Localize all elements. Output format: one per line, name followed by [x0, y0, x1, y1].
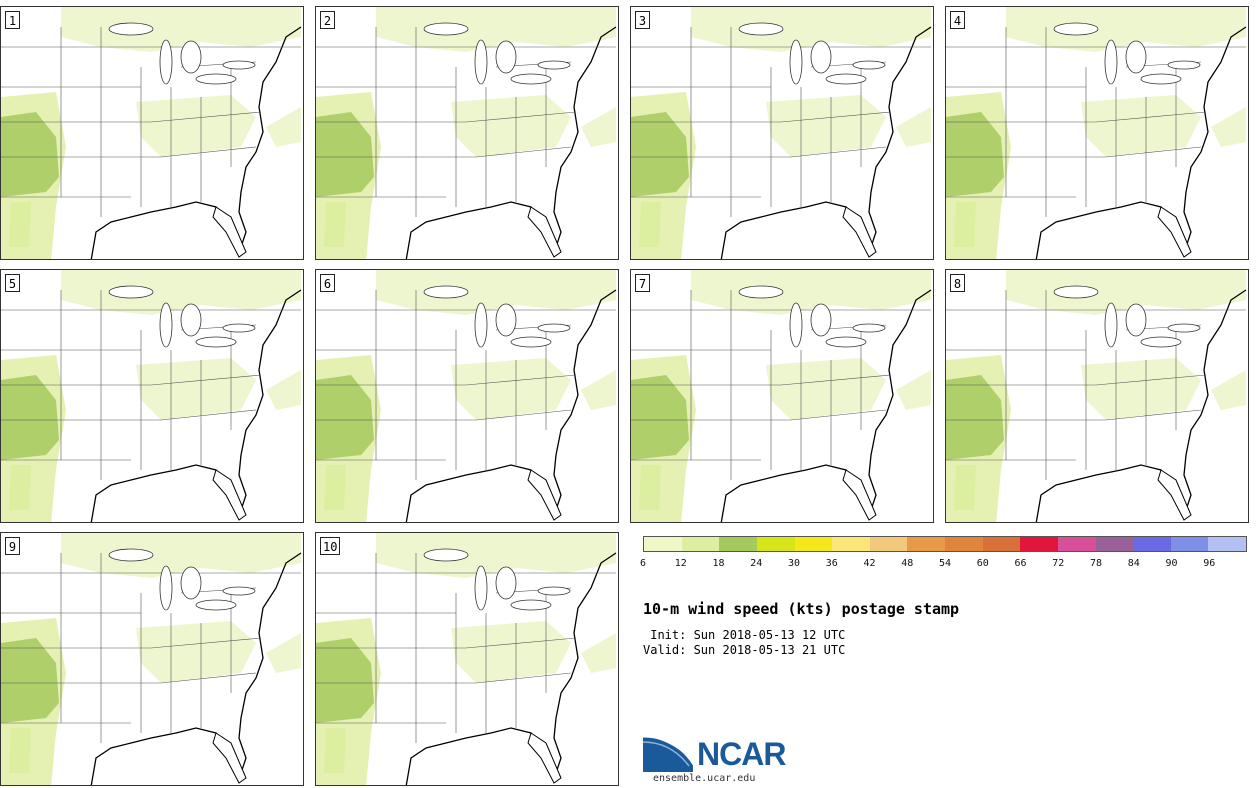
- color-bar-tick-label: 96: [1203, 558, 1216, 569]
- us-map: [631, 7, 932, 259]
- us-map: [1, 270, 302, 522]
- color-bar-tick-label: 78: [1089, 558, 1103, 569]
- color-bar-ticks: 6 12 18 24 30 36 42 48 54 60 66 72 78 84 90 96: [639, 558, 1247, 572]
- stamp-panel[interactable]: 3: [630, 6, 934, 260]
- stamp-panel[interactable]: 7: [630, 269, 934, 523]
- ncar-logo-mark: [643, 734, 697, 772]
- color-swatch: [1208, 537, 1246, 551]
- color-swatch: [1095, 537, 1134, 551]
- color-swatch: [644, 537, 682, 551]
- init-time: Init: Sun 2018-05-13 12 UTC: [643, 628, 846, 642]
- color-bar-tick-label: 66: [1014, 558, 1027, 569]
- color-swatch: [982, 537, 1021, 551]
- color-bar-tick-label: 54: [938, 558, 952, 569]
- color-swatch: [681, 537, 720, 551]
- stamp-panel[interactable]: 9: [0, 532, 304, 786]
- us-map: [1, 533, 302, 785]
- color-bar-tick-label: 72: [1052, 558, 1065, 569]
- us-map: [316, 7, 617, 259]
- ncar-logo-text: NCAR: [697, 736, 786, 772]
- color-bar-tick-label: 18: [712, 558, 725, 569]
- member-number: 8: [950, 274, 965, 292]
- color-bar-tick-label: 30: [787, 558, 801, 569]
- stamp-panel[interactable]: 4: [945, 6, 1249, 260]
- color-swatch: [1170, 537, 1209, 551]
- color-bar-tick-label: 24: [750, 558, 763, 569]
- us-map: [1, 7, 302, 259]
- color-bar-tick-label: 90: [1165, 558, 1178, 569]
- site-url[interactable]: ensemble.ucar.edu: [653, 773, 756, 784]
- us-map: [316, 270, 617, 522]
- stamp-panel[interactable]: 1: [0, 6, 304, 260]
- us-map: [946, 270, 1247, 522]
- us-map: [946, 7, 1247, 259]
- stamp-panel[interactable]: 8: [945, 269, 1249, 523]
- stamp-panel[interactable]: 5: [0, 269, 304, 523]
- member-number: 9: [5, 537, 20, 555]
- color-bar-tick-label: 6: [639, 558, 647, 569]
- color-swatch: [907, 537, 945, 551]
- stamp-panel[interactable]: 2: [315, 6, 619, 260]
- member-number: 4: [950, 11, 965, 29]
- member-number: 3: [635, 11, 650, 29]
- member-number: 2: [320, 11, 335, 29]
- stamp-panel[interactable]: 10: [315, 532, 619, 786]
- us-map: [316, 533, 617, 785]
- stamp-panel[interactable]: 6: [315, 269, 619, 523]
- color-swatch: [869, 537, 908, 551]
- color-swatch: [1057, 537, 1096, 551]
- color-bar-tick-label: 84: [1127, 558, 1140, 569]
- color-bar-tick-label: 36: [825, 558, 838, 569]
- color-bar: [643, 536, 1247, 552]
- member-number: 1: [5, 11, 20, 29]
- color-bar-tick-label: 42: [863, 558, 876, 569]
- member-number: 7: [635, 274, 650, 292]
- color-swatch: [945, 537, 983, 551]
- color-swatch: [1020, 537, 1058, 551]
- member-number: 5: [5, 274, 20, 292]
- color-swatch: [756, 537, 795, 551]
- us-map: [631, 270, 932, 522]
- color-swatch: [832, 537, 870, 551]
- member-number: 10: [320, 537, 341, 555]
- member-number: 6: [320, 274, 335, 292]
- chart-title: 10-m wind speed (kts) postage stamp: [643, 600, 960, 618]
- color-swatch: [1133, 537, 1171, 551]
- color-bar-tick-label: 60: [976, 558, 989, 569]
- valid-time: Valid: Sun 2018-05-13 21 UTC: [643, 643, 846, 657]
- color-swatch: [794, 537, 833, 551]
- color-swatch: [719, 537, 757, 551]
- color-bar-tick-label: 12: [674, 558, 687, 569]
- color-bar-tick-label: 48: [901, 558, 914, 569]
